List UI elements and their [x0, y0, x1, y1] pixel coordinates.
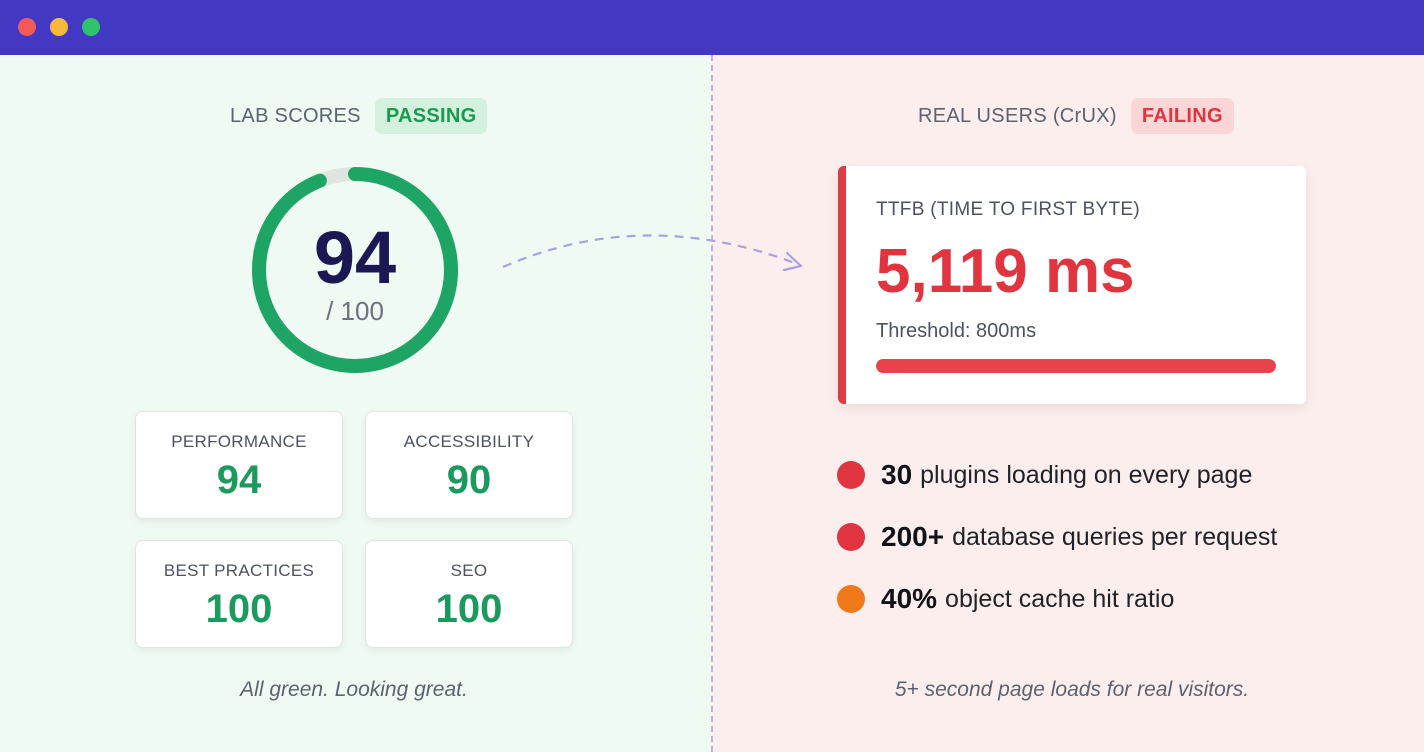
ttfb-bar: [876, 359, 1276, 373]
panel-divider: [711, 55, 713, 752]
performance-card: PERFORMANCE 94: [135, 411, 343, 519]
lab-caption: All green. Looking great.: [240, 678, 468, 701]
real-users-header: REAL USERS (CrUX) FAILING: [918, 98, 1234, 134]
maximize-window-button[interactable]: [82, 18, 100, 36]
ttfb-bar-fill: [876, 359, 1276, 373]
ttfb-label: TTFB (TIME TO FIRST BYTE): [876, 199, 1141, 220]
dashed-curved-arrow-icon: [502, 234, 803, 272]
fact-item: 30 plugins loading on every page: [837, 457, 1252, 493]
passing-badge: PASSING: [374, 98, 488, 134]
score-gauge: [252, 167, 458, 373]
fact-strong: 30: [881, 459, 913, 490]
fact-item: 40% object cache hit ratio: [837, 581, 1174, 617]
score-max: / 100: [326, 296, 384, 326]
best-practices-card: BEST PRACTICES 100: [135, 540, 343, 648]
fact-text: plugins loading on every page: [920, 460, 1253, 489]
minimize-window-button[interactable]: [50, 18, 68, 36]
ttfb-value: 5,119 ms: [876, 237, 1135, 306]
fact-text: object cache hit ratio: [945, 584, 1175, 613]
fact-text: database queries per request: [952, 522, 1278, 551]
card-value: 100: [435, 587, 503, 631]
status-dot-icon: [837, 461, 865, 489]
fact-item: 200+ database queries per request: [837, 519, 1277, 555]
card-label: BEST PRACTICES: [163, 561, 315, 580]
card-value: 90: [446, 458, 492, 502]
status-dot-icon: [837, 585, 865, 613]
failing-badge: FAILING: [1130, 98, 1234, 134]
real-users-label: REAL USERS (CrUX): [918, 104, 1117, 127]
card-label: SEO: [450, 561, 488, 580]
gauge-arc: [252, 167, 458, 373]
close-window-button[interactable]: [18, 18, 36, 36]
ttfb-threshold: Threshold: 800ms: [876, 320, 1037, 342]
fact-strong: 40%: [881, 583, 938, 614]
card-label: PERFORMANCE: [171, 432, 307, 451]
fact-strong: 200+: [881, 521, 945, 552]
overall-score: 94: [313, 216, 397, 299]
card-value: 94: [216, 458, 262, 502]
accessibility-card: ACCESSIBILITY 90: [365, 411, 573, 519]
real-users-caption: 5+ second page loads for real visitors.: [894, 678, 1250, 701]
lab-scores-panel: [0, 55, 712, 752]
window-titlebar: [0, 0, 1424, 55]
seo-card: SEO 100: [365, 540, 573, 648]
card-value: 100: [205, 587, 273, 631]
ttfb-card: TTFB (TIME TO FIRST BYTE) 5,119 ms Thres…: [838, 166, 1306, 404]
card-label: ACCESSIBILITY: [403, 432, 535, 451]
lab-scores-label: LAB SCORES: [230, 104, 361, 127]
lab-header: LAB SCORES PASSING: [230, 98, 488, 134]
status-dot-icon: [837, 523, 865, 551]
